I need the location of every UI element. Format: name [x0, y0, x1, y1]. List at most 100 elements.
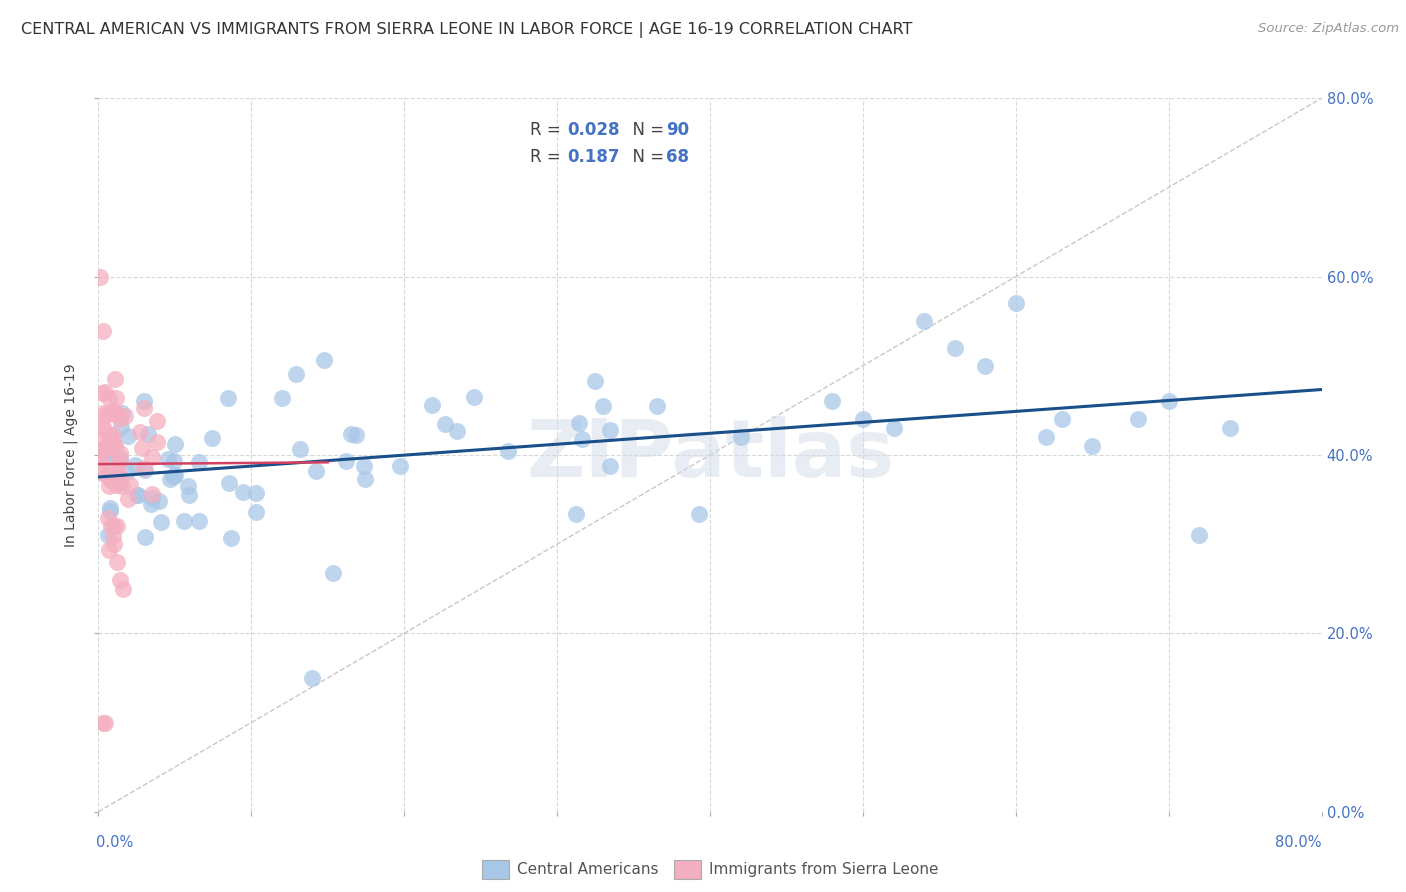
- Point: [90, 421, 112, 435]
- Point: [108, 446, 131, 460]
- Point: [93, 442, 115, 457]
- Point: [852, 412, 875, 426]
- Point: [136, 427, 159, 442]
- Point: [217, 391, 239, 405]
- Point: [98, 392, 121, 406]
- Point: [97, 465, 120, 479]
- Point: [114, 409, 136, 423]
- Point: [93, 466, 115, 480]
- Point: [98, 504, 121, 518]
- Point: [97, 528, 120, 542]
- Point: [93, 325, 115, 339]
- Point: [89, 442, 111, 456]
- Point: [108, 411, 131, 425]
- Point: [104, 439, 127, 453]
- Point: [420, 398, 443, 412]
- Text: ZIPatlas: ZIPatlas: [526, 416, 894, 494]
- Point: [107, 465, 129, 479]
- Point: [163, 437, 186, 451]
- Text: Source: ZipAtlas.com: Source: ZipAtlas.com: [1258, 22, 1399, 36]
- Point: [98, 440, 121, 454]
- Point: [107, 457, 129, 471]
- Point: [127, 488, 149, 502]
- Point: [1157, 394, 1180, 409]
- Point: [101, 405, 124, 419]
- Point: [100, 435, 122, 450]
- Legend: Central Americans, Immigrants from Sierra Leone: Central Americans, Immigrants from Sierr…: [474, 852, 946, 886]
- Point: [110, 420, 132, 434]
- Text: 68: 68: [666, 148, 689, 166]
- Point: [433, 417, 456, 431]
- Point: [132, 394, 155, 409]
- Point: [173, 514, 195, 528]
- Point: [974, 359, 997, 373]
- Point: [583, 374, 606, 388]
- Point: [645, 399, 668, 413]
- Point: [98, 443, 121, 458]
- Point: [120, 478, 142, 492]
- Point: [568, 416, 591, 430]
- Point: [98, 428, 121, 442]
- Point: [108, 451, 131, 466]
- Point: [564, 508, 586, 522]
- Point: [322, 566, 344, 581]
- Point: [232, 485, 254, 500]
- Point: [312, 352, 335, 367]
- Point: [105, 407, 128, 421]
- Point: [132, 460, 155, 475]
- Point: [93, 408, 115, 422]
- Point: [245, 486, 267, 500]
- Point: [111, 479, 134, 493]
- Point: [103, 519, 125, 533]
- Point: [571, 432, 593, 446]
- Point: [125, 488, 148, 502]
- Point: [1035, 430, 1057, 444]
- Point: [163, 467, 186, 482]
- Point: [245, 505, 267, 519]
- Point: [101, 529, 124, 543]
- Point: [101, 472, 124, 486]
- Point: [107, 468, 129, 483]
- Point: [139, 497, 162, 511]
- Point: [599, 423, 621, 437]
- Point: [105, 555, 128, 569]
- Point: [96, 440, 118, 454]
- Point: [344, 428, 367, 442]
- Point: [463, 390, 485, 404]
- Point: [90, 450, 112, 464]
- Point: [98, 440, 121, 454]
- Point: [284, 367, 307, 381]
- Point: [446, 424, 468, 438]
- Point: [301, 671, 323, 685]
- Point: [129, 425, 152, 439]
- Point: [104, 372, 127, 386]
- Text: N =: N =: [621, 148, 669, 166]
- Point: [101, 471, 124, 485]
- Text: CENTRAL AMERICAN VS IMMIGRANTS FROM SIERRA LEONE IN LABOR FORCE | AGE 16-19 CORR: CENTRAL AMERICAN VS IMMIGRANTS FROM SIER…: [21, 22, 912, 38]
- Text: 80.0%: 80.0%: [1275, 836, 1322, 850]
- Point: [388, 459, 411, 474]
- Y-axis label: In Labor Force | Age 16-19: In Labor Force | Age 16-19: [63, 363, 79, 547]
- Point: [124, 458, 146, 472]
- Point: [96, 468, 118, 483]
- Point: [305, 465, 328, 479]
- Point: [496, 444, 519, 458]
- Point: [1188, 528, 1211, 542]
- Point: [111, 582, 134, 596]
- Point: [107, 519, 129, 533]
- Point: [150, 515, 173, 529]
- Point: [132, 401, 155, 416]
- Point: [156, 452, 179, 467]
- Point: [943, 341, 966, 355]
- Point: [107, 475, 129, 490]
- Point: [104, 391, 127, 405]
- Point: [141, 487, 163, 501]
- Point: [93, 422, 115, 436]
- Point: [110, 475, 132, 490]
- Point: [599, 458, 621, 473]
- Point: [131, 441, 153, 455]
- Point: [270, 392, 292, 406]
- Text: R =: R =: [530, 121, 567, 139]
- Point: [1050, 412, 1073, 426]
- Text: 0.028: 0.028: [567, 121, 620, 139]
